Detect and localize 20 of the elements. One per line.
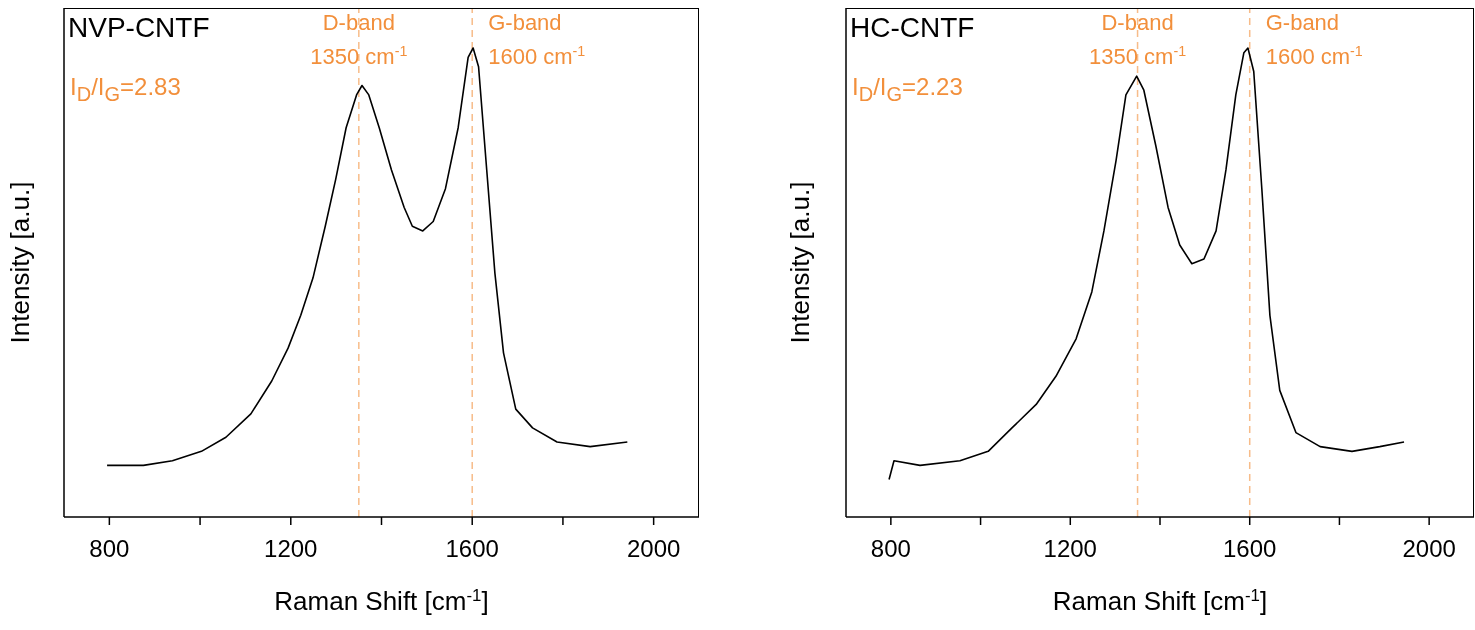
ref-line-label: G-band 1600 cm$^{-1}$ xyxy=(1265,10,1363,69)
chart-title: HC-CNTF xyxy=(850,12,975,44)
annotation: I$_{D}$/I$_{G}$=2.83 xyxy=(70,73,181,106)
ref-line-label: D-band 1350 cm$^{-1}$ xyxy=(310,10,408,69)
ref-line-label: D-band 1350 cm$^{-1}$ xyxy=(1089,10,1187,69)
x-axis-title: Raman Shift [cm$^{-1}$] xyxy=(1052,585,1268,616)
x-tick-label: 1200 xyxy=(1043,535,1097,562)
y-axis-title: Intensity [a.u.] xyxy=(4,181,35,344)
chart-title: NVP-CNTF xyxy=(68,12,210,44)
x-tick-label: 800 xyxy=(870,535,911,562)
x-tick-label: 2000 xyxy=(1402,535,1456,562)
x-tick-label: 1200 xyxy=(264,535,318,562)
x-tick-label: 2000 xyxy=(626,535,681,562)
y-axis-title: Intensity [a.u.] xyxy=(784,181,815,344)
x-tick-label: 800 xyxy=(89,535,130,562)
ref-line-label: G-band 1600 cm$^{-1}$ xyxy=(488,10,586,69)
x-tick-label: 1600 xyxy=(445,535,499,562)
annotation: I$_{D}$/I$_{G}$=2.23 xyxy=(852,73,963,106)
x-axis-title: Raman Shift [cm$^{-1}$] xyxy=(274,585,489,616)
x-tick-label: 1600 xyxy=(1223,535,1277,562)
